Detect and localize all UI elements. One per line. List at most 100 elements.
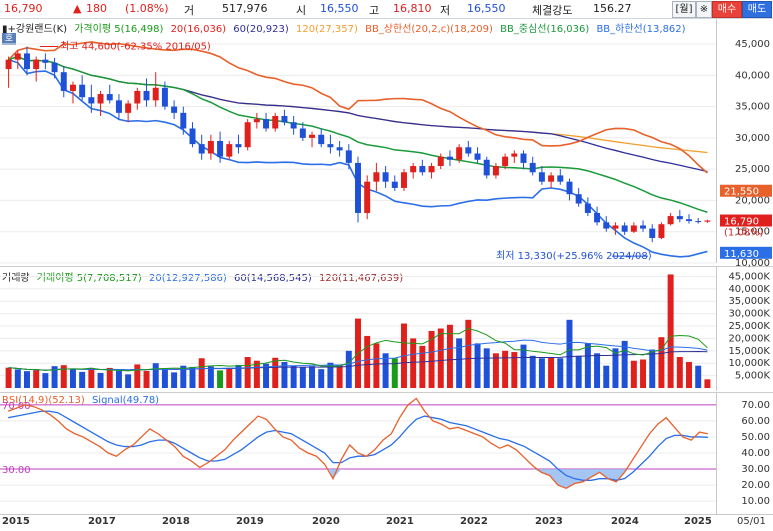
volume-y-tick: 40,000K — [728, 284, 770, 295]
candle-body — [511, 153, 518, 157]
volume-bar — [327, 362, 334, 388]
volume-bar — [263, 363, 270, 388]
rsi-y-tick: 50.00 — [741, 432, 770, 443]
price-mark-badge — [720, 184, 772, 197]
volume-bar — [345, 350, 352, 388]
volume-bar — [198, 358, 205, 388]
candle-body — [217, 141, 224, 157]
candle-body — [318, 134, 325, 145]
volume-bar — [134, 364, 141, 388]
volume-bar — [584, 343, 591, 388]
volume-bar — [630, 360, 637, 388]
volume-bar — [373, 343, 380, 388]
volume-bar — [621, 340, 628, 388]
candle-body — [640, 225, 647, 229]
volume-y-tick: 25,000K — [728, 321, 770, 332]
candle-body — [621, 225, 628, 232]
candle-body — [5, 59, 12, 70]
volume-bar — [410, 338, 417, 388]
volume-bar — [272, 357, 279, 388]
candle-body — [676, 216, 683, 220]
price-y-tick: 20,000 — [735, 195, 770, 206]
volume-bar — [152, 363, 159, 388]
volume-bar — [502, 350, 509, 388]
candle-body — [529, 162, 536, 173]
volume-bar — [125, 374, 132, 388]
volume-bar — [538, 358, 545, 388]
volume-bar — [483, 348, 490, 388]
x-label: 2023 — [535, 516, 563, 527]
price-y-tick: 35,000 — [735, 102, 770, 113]
volume-bar — [594, 353, 601, 388]
low-label: 저 — [440, 4, 451, 17]
candle-body — [244, 122, 251, 148]
candle-body — [152, 87, 159, 101]
legend-bb-lower: BB_하한선(13,862) — [596, 24, 686, 35]
candle-body — [502, 156, 509, 167]
x-axis — [0, 514, 773, 531]
volume-y-tick: 15,000K — [728, 346, 770, 357]
buy-button[interactable]: 매수 — [712, 1, 742, 18]
volume-ma5-line — [8, 327, 708, 372]
volume-bar — [492, 353, 499, 388]
open-label: 시 — [296, 4, 307, 17]
volume-bar — [529, 355, 536, 388]
legend-ma5: 가격이평 5(16,498) — [74, 24, 164, 35]
candle-body — [299, 128, 306, 138]
open-value: 16,550 — [320, 2, 359, 15]
candle-body — [51, 62, 58, 73]
price-mark-badge — [720, 214, 772, 227]
ho-badge[interactable]: 호 — [2, 33, 16, 45]
volume-bar — [676, 357, 683, 388]
candle-body — [14, 53, 21, 60]
volume-bar — [364, 335, 371, 388]
volume-bar — [88, 368, 95, 388]
candle-body — [355, 162, 361, 213]
candle-body — [345, 150, 352, 163]
current-pct-label: (1.08%) — [724, 228, 764, 239]
x-label: 2015 — [2, 516, 30, 527]
sell-button[interactable]: 매도 — [742, 1, 772, 18]
volume-bar — [115, 370, 122, 388]
candle-body — [428, 166, 435, 173]
volume-bar — [51, 366, 58, 388]
legend-vol-ma60: 60(14,568,545) — [234, 273, 312, 284]
candle-body — [603, 222, 610, 229]
volume-bar — [244, 357, 251, 388]
volume-bar — [336, 365, 343, 388]
change-percent: (1.08%) — [125, 2, 169, 15]
rsi-oversold-fill — [328, 469, 629, 489]
price-y-tick: 10,000 — [735, 258, 770, 269]
candle-body — [410, 166, 417, 173]
candle-body — [400, 172, 407, 188]
volume-bar — [391, 358, 398, 388]
candle-body — [272, 115, 279, 129]
volume-bar — [60, 365, 67, 388]
candle-body — [189, 128, 196, 145]
rsi-y-tick: 10.00 — [741, 496, 770, 507]
candle-body — [336, 147, 343, 151]
volume-label: 거 — [184, 4, 195, 17]
price-change: 180 — [86, 2, 107, 15]
volume-y-tick: 35,000K — [728, 296, 770, 307]
legend-ma60: 60(20,923) — [233, 24, 289, 35]
volume-bar — [548, 357, 555, 388]
volume-bar — [143, 370, 150, 388]
legend-bb-upper: BB_상한선(20,2,c)(18,209) — [365, 24, 493, 35]
legend-vol-ma120: 120(11,467,639) — [319, 273, 404, 284]
settings-button[interactable]: ※ — [696, 1, 712, 18]
volume-bar — [235, 364, 242, 388]
rsi-y-tick: 40.00 — [741, 448, 770, 459]
x-label: 2024 — [611, 516, 639, 527]
x-label: 2021 — [386, 516, 414, 527]
volume-bar — [23, 371, 30, 388]
volume-bar — [446, 324, 453, 388]
volume-bar — [33, 370, 40, 388]
period-button[interactable]: [월] — [672, 1, 696, 18]
candle-body — [483, 159, 490, 176]
candle-body — [226, 144, 233, 157]
volume-bar — [612, 348, 619, 388]
volume-bar — [437, 328, 444, 388]
legend-bb-mid: BB_중심선(16,036) — [500, 24, 590, 35]
